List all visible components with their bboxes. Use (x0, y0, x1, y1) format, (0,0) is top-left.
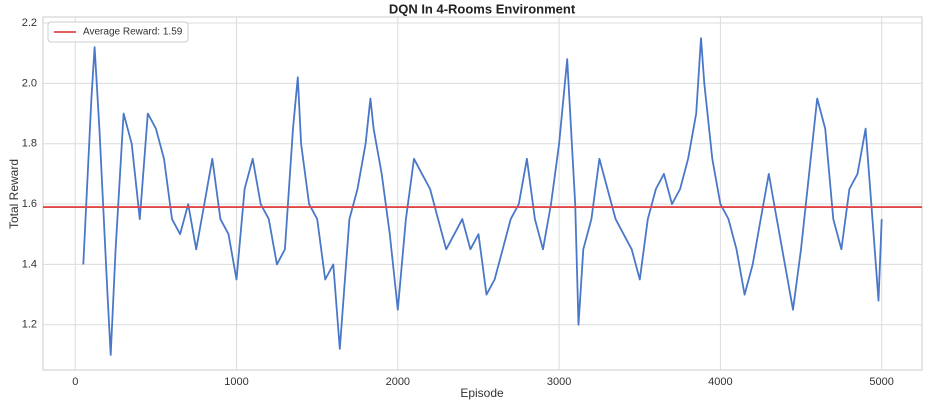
x-tick-label: 4000 (708, 376, 732, 388)
legend-label: Average Reward: 1.59 (83, 27, 183, 38)
legend-box (47, 21, 189, 43)
y-tick-label: 1.2 (22, 319, 37, 331)
y-tick-label: 2.2 (22, 17, 37, 29)
x-tick-label: 0 (72, 376, 78, 388)
x-tick-label: 1000 (224, 376, 248, 388)
x-tick-label: 3000 (547, 376, 571, 388)
plot-frame (42, 16, 923, 371)
y-tick-label: 1.4 (22, 258, 37, 270)
y-tick-label: 2.0 (22, 77, 37, 89)
x-tick-label: 5000 (869, 376, 893, 388)
data-line (82, 37, 883, 356)
x-tick-label: 2000 (386, 376, 410, 388)
y-axis-label: Total Reward (7, 159, 21, 229)
x-axis-label: Episode (460, 386, 504, 400)
chart-title: DQN In 4-Rooms Environment (389, 1, 576, 16)
y-tick-label: 1.6 (22, 198, 37, 210)
y-tick-label: 1.8 (22, 138, 37, 150)
